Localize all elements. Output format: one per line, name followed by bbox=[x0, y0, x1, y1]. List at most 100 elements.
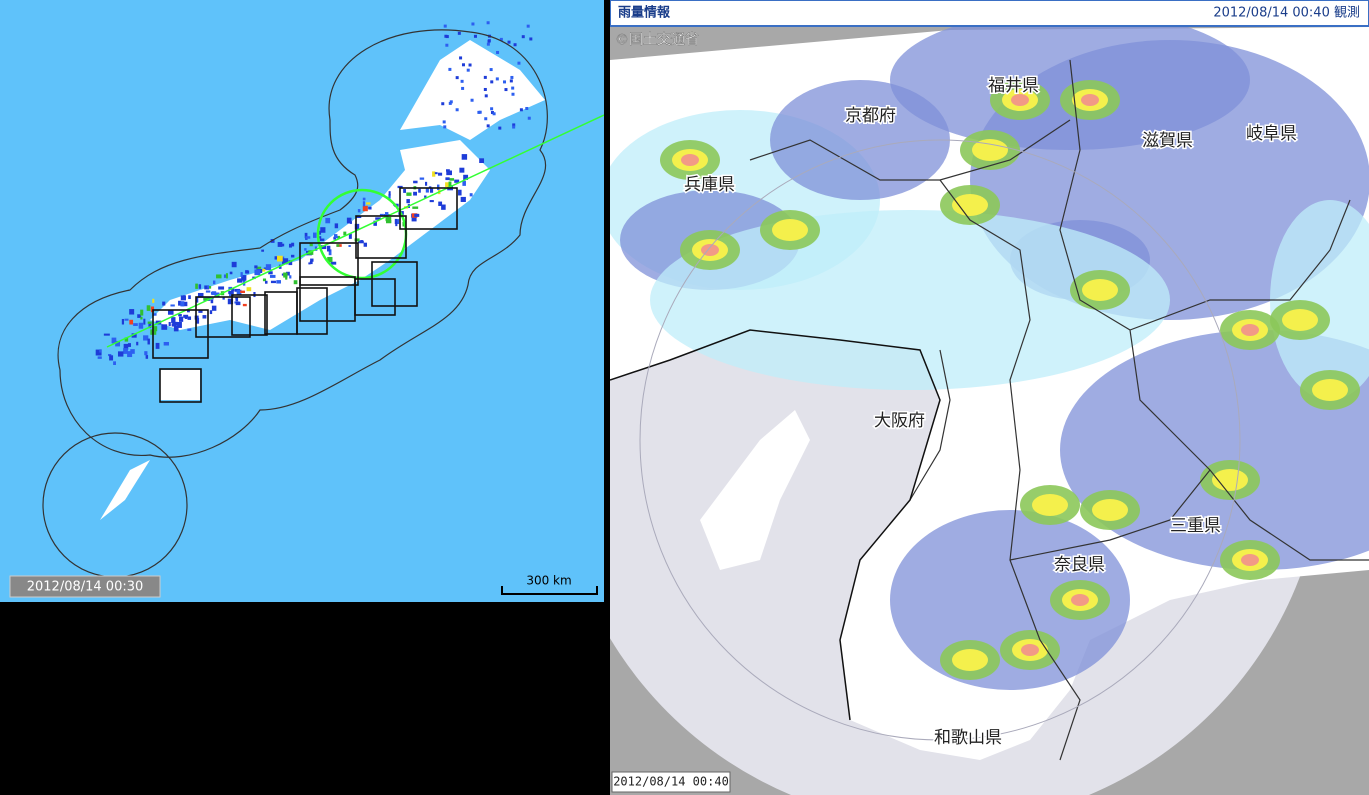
rain-cell bbox=[236, 289, 242, 295]
rain-cell bbox=[457, 31, 461, 35]
rain-cell bbox=[441, 204, 446, 210]
rain-cell bbox=[108, 353, 112, 357]
rain-area bbox=[1071, 594, 1089, 606]
rain-cell bbox=[237, 278, 243, 283]
rain-cell bbox=[225, 273, 228, 279]
rain-cell bbox=[286, 271, 290, 276]
rain-cell bbox=[413, 180, 418, 184]
rain-cell bbox=[362, 197, 366, 201]
rain-cell bbox=[178, 316, 184, 322]
rain-cell bbox=[419, 177, 425, 180]
rain-cell bbox=[155, 342, 160, 349]
rain-cell bbox=[289, 275, 292, 279]
rain-cell bbox=[167, 310, 174, 315]
rain-cell bbox=[461, 154, 468, 160]
rain-cell bbox=[240, 290, 246, 293]
rain-cell bbox=[161, 324, 168, 330]
rain-cell bbox=[397, 185, 403, 189]
rain-cell bbox=[406, 192, 412, 196]
rain-cell bbox=[263, 267, 267, 270]
rain-cell bbox=[152, 326, 158, 332]
prefecture-label: 滋賀県 bbox=[1142, 131, 1193, 151]
rain-cell bbox=[264, 280, 268, 284]
rain-area bbox=[681, 154, 699, 166]
rain-cell bbox=[459, 167, 465, 173]
rain-cell bbox=[144, 351, 148, 356]
rain-cell bbox=[265, 264, 272, 271]
rain-cell bbox=[486, 21, 490, 25]
rain-cell bbox=[146, 305, 151, 311]
rain-cell bbox=[484, 94, 488, 98]
rain-cell bbox=[507, 40, 511, 44]
rain-cell bbox=[196, 317, 200, 324]
rain-cell bbox=[388, 194, 391, 199]
rain-cell bbox=[136, 341, 139, 346]
rain-cell bbox=[414, 213, 420, 217]
rain-cell bbox=[123, 343, 129, 350]
rain-cell bbox=[486, 42, 490, 46]
rain-cell bbox=[162, 301, 166, 306]
rain-cell bbox=[178, 314, 182, 317]
rain-cell bbox=[517, 61, 521, 65]
rain-cell bbox=[527, 116, 531, 120]
rain-cell bbox=[462, 180, 466, 186]
rain-cell bbox=[463, 174, 469, 180]
rain-cell bbox=[388, 191, 391, 196]
rain-cell bbox=[129, 309, 135, 315]
rain-cell bbox=[145, 355, 149, 359]
rain-cell bbox=[216, 274, 222, 279]
rain-cell bbox=[487, 39, 491, 43]
rain-cell bbox=[235, 297, 238, 300]
rain-cell bbox=[354, 238, 360, 242]
rain-cell bbox=[448, 67, 452, 71]
rain-cell bbox=[268, 271, 273, 275]
rain-cell bbox=[348, 233, 352, 239]
rain-cell bbox=[212, 280, 216, 285]
rain-cell bbox=[152, 298, 155, 303]
rain-cell bbox=[348, 244, 351, 247]
rain-cell bbox=[460, 79, 464, 83]
rain-cell bbox=[147, 321, 152, 324]
rain-cell bbox=[186, 310, 190, 313]
rain-cell bbox=[360, 240, 363, 243]
rain-cell bbox=[277, 242, 283, 247]
rain-cell bbox=[429, 187, 434, 193]
rain-cell bbox=[127, 351, 133, 358]
rain-cell bbox=[180, 301, 185, 307]
rain-cell bbox=[362, 201, 366, 207]
rain-cell bbox=[171, 317, 176, 323]
rain-area bbox=[1212, 469, 1248, 491]
range-ring bbox=[639, 139, 1241, 741]
rain-cell bbox=[187, 328, 192, 331]
rain-cell bbox=[425, 181, 428, 186]
rain-cell bbox=[138, 322, 144, 329]
rain-cell bbox=[471, 22, 475, 26]
rain-cell bbox=[124, 318, 129, 321]
overview-map: 2012/08/14 00:30 300 km bbox=[0, 0, 604, 602]
rain-cell bbox=[424, 195, 427, 198]
rain-cell bbox=[446, 169, 450, 172]
timestamp: 2012/08/14 00:40 bbox=[613, 775, 729, 789]
rain-cell bbox=[133, 323, 138, 326]
rain-cell bbox=[484, 117, 488, 121]
rain-cell bbox=[203, 297, 210, 301]
rain-cell bbox=[458, 189, 462, 196]
rain-cell bbox=[242, 303, 247, 307]
timestamp-box bbox=[9, 575, 161, 598]
rain-cell bbox=[198, 284, 202, 289]
rain-cell bbox=[320, 245, 327, 250]
rain-cell bbox=[171, 323, 177, 327]
rain-cell bbox=[395, 222, 398, 227]
rain-cell bbox=[442, 120, 446, 124]
rain-cell bbox=[362, 205, 368, 212]
rain-cell bbox=[246, 287, 252, 292]
rain-cell bbox=[325, 217, 331, 224]
rain-cell bbox=[245, 270, 250, 274]
rain-cell bbox=[127, 343, 131, 347]
rain-cell bbox=[354, 223, 360, 230]
rain-cell bbox=[95, 349, 102, 356]
rain-cell bbox=[525, 106, 529, 110]
rain-cell bbox=[130, 349, 135, 354]
rain-cell bbox=[229, 271, 233, 275]
rain-area bbox=[952, 194, 988, 216]
